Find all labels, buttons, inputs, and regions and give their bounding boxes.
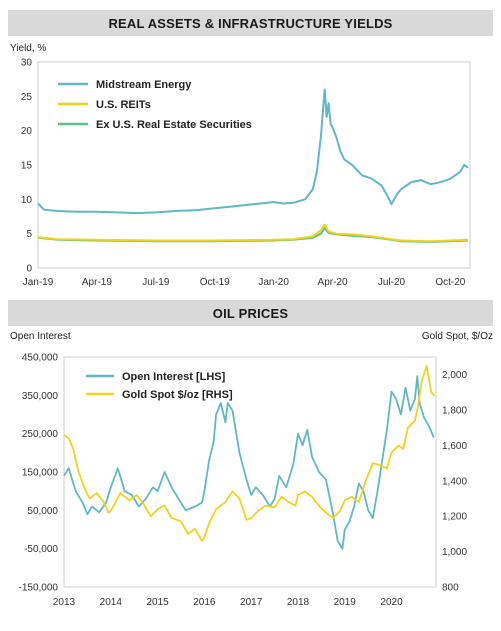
oil-right-tick-label: 1,400 bbox=[442, 476, 467, 487]
yields-y-tick-label: 10 bbox=[21, 195, 33, 206]
oil-left-tick-label: -150,000 bbox=[19, 583, 59, 594]
oil-left-axis-title: Open Interest bbox=[10, 331, 71, 342]
yields-legend-label: Midstream Energy bbox=[96, 79, 192, 91]
oil-chart-title: OIL PRICES bbox=[8, 300, 493, 326]
yields-series-line bbox=[37, 88, 469, 215]
yields-y-axis-title: Yield, % bbox=[10, 43, 46, 54]
oil-left-tick-label: 150,000 bbox=[22, 468, 59, 479]
oil-right-tick-label: 800 bbox=[442, 583, 459, 594]
oil-x-tick-label: 2013 bbox=[53, 597, 76, 608]
oil-x-tick-label: 2018 bbox=[287, 597, 310, 608]
oil-right-tick-label: 1,200 bbox=[442, 512, 467, 523]
oil-left-tick-label: 250,000 bbox=[22, 429, 59, 440]
oil-left-tick-label: 50,000 bbox=[27, 506, 58, 517]
oil-left-tick-label: -50,000 bbox=[24, 544, 58, 555]
yields-x-tick-label: Apr-20 bbox=[318, 277, 348, 288]
oil-x-tick-label: 2014 bbox=[100, 597, 123, 608]
oil-x-tick-label: 2020 bbox=[380, 597, 403, 608]
yields-x-tick-label: Oct-20 bbox=[435, 277, 465, 288]
oil-series-line bbox=[63, 375, 435, 550]
oil-x-tick-label: 2016 bbox=[193, 597, 216, 608]
oil-legend-label: Gold Spot $/oz [RHS] bbox=[122, 389, 233, 401]
oil-legend-label: Open Interest [LHS] bbox=[122, 371, 226, 383]
yields-legend-label: U.S. REITs bbox=[96, 99, 151, 111]
yields-x-tick-label: Jan-20 bbox=[258, 277, 289, 288]
yields-y-tick-label: 0 bbox=[26, 264, 32, 275]
yields-legend-label: Ex U.S. Real Estate Securities bbox=[96, 119, 252, 131]
yields-series-line bbox=[37, 223, 469, 243]
yields-chart: Yield, % 0 5 10 15 20 25 30 Jan-19 Apr-19 Jul-19… bbox=[10, 43, 471, 288]
yields-x-tick-label: Jul-20 bbox=[378, 277, 406, 288]
yields-x-tick-label: Oct-19 bbox=[200, 277, 230, 288]
oil-x-tick-label: 2017 bbox=[240, 597, 263, 608]
oil-plot-frame bbox=[63, 356, 437, 588]
oil-left-tick-label: 350,000 bbox=[22, 391, 59, 402]
yields-chart-title: REAL ASSETS & INFRASTRUCTURE YIELDS bbox=[8, 10, 493, 36]
oil-right-tick-label: 2,000 bbox=[442, 370, 467, 381]
oil-left-tick-label: 450,000 bbox=[22, 353, 59, 364]
yields-y-tick-label: 20 bbox=[21, 126, 33, 137]
yields-plot-frame bbox=[37, 61, 471, 269]
oil-x-tick-label: 2019 bbox=[334, 597, 357, 608]
yields-x-tick-label: Apr-19 bbox=[82, 277, 112, 288]
yields-y-tick-label: 30 bbox=[21, 58, 33, 69]
oil-right-axis-title: Gold Spot, $/Oz bbox=[422, 331, 493, 342]
oil-right-tick-label: 1,000 bbox=[442, 547, 467, 558]
yields-y-tick-label: 15 bbox=[21, 161, 33, 172]
yields-y-tick-label: 25 bbox=[21, 92, 33, 103]
yields-x-tick-label: Jul-19 bbox=[142, 277, 170, 288]
yields-y-tick-label: 5 bbox=[26, 229, 32, 240]
oil-right-tick-label: 1,600 bbox=[442, 441, 467, 452]
oil-right-tick-label: 1,800 bbox=[442, 406, 467, 417]
yields-x-tick-label: Jan-19 bbox=[23, 277, 54, 288]
oil-series-line bbox=[63, 364, 436, 542]
oil-x-tick-label: 2015 bbox=[146, 597, 169, 608]
